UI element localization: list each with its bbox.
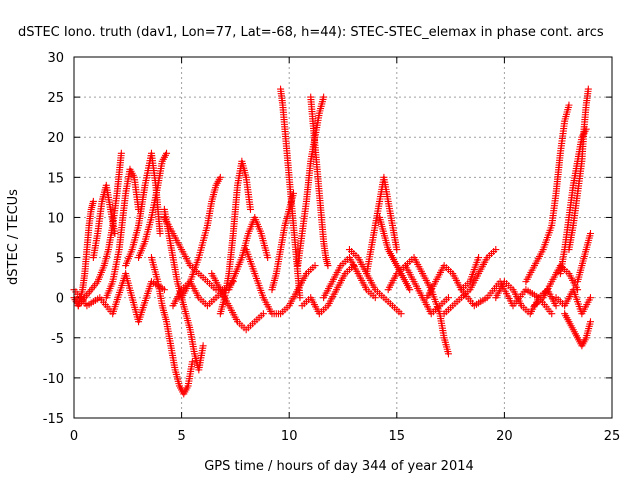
data-point — [552, 302, 560, 310]
data-point — [199, 342, 207, 350]
data-point — [290, 189, 298, 197]
y-tick-label: 15 — [47, 171, 64, 186]
data-point — [259, 310, 267, 318]
data-point — [393, 246, 401, 254]
tick-labels: 0 5 10 15 20 25 -15 -10 -5 0 5 10 15 20 25 30 — [43, 51, 621, 444]
data-point — [160, 286, 168, 294]
data-point — [264, 254, 272, 262]
data-point — [548, 310, 556, 318]
y-tick-label: 5 — [56, 252, 64, 267]
data-point — [586, 294, 594, 302]
data-point — [89, 197, 97, 205]
data-point — [397, 310, 405, 318]
data-point — [444, 350, 452, 358]
data-point — [156, 229, 164, 237]
y-tick-label: 20 — [47, 131, 64, 146]
x-tick-label: 5 — [177, 429, 185, 444]
x-tick-label: 0 — [70, 429, 78, 444]
data-point — [117, 149, 125, 157]
x-tick-label: 10 — [281, 429, 298, 444]
data-point — [216, 173, 224, 181]
x-tick-label: 25 — [604, 429, 621, 444]
data-point — [565, 101, 573, 109]
axis-ticks — [73, 56, 613, 419]
data-point — [584, 85, 592, 93]
data-point — [492, 246, 500, 254]
y-tick-label: -15 — [43, 412, 64, 427]
x-tick-label: 20 — [496, 429, 513, 444]
y-tick-label: 10 — [47, 211, 64, 226]
y-axis-label: dSTEC / TECUs — [6, 189, 21, 285]
data-point — [586, 318, 594, 326]
data-point — [188, 358, 196, 366]
data-point — [444, 294, 452, 302]
y-tick-label: 30 — [47, 51, 64, 66]
data-point — [311, 262, 319, 270]
data-point — [475, 254, 483, 262]
data-point — [586, 229, 594, 237]
x-tick-label: 15 — [389, 429, 406, 444]
y-tick-label: -10 — [43, 372, 64, 387]
y-tick-label: 0 — [56, 292, 64, 307]
data-point — [163, 149, 171, 157]
data-point — [371, 294, 379, 302]
y-tick-label: -5 — [51, 332, 64, 347]
data-point — [324, 262, 332, 270]
plot-frame — [73, 56, 613, 419]
chart-title: dSTEC Iono. truth (dav1, Lon=77, Lat=-68… — [18, 25, 604, 40]
data-points — [70, 85, 594, 398]
data-point — [320, 93, 328, 101]
data-point — [406, 286, 414, 294]
data-point — [111, 229, 119, 237]
y-tick-label: 25 — [47, 91, 64, 106]
x-axis-label: GPS time / hours of day 344 of year 2014 — [204, 459, 474, 474]
data-point — [246, 205, 254, 213]
grid — [74, 57, 612, 418]
data-point — [296, 294, 304, 302]
